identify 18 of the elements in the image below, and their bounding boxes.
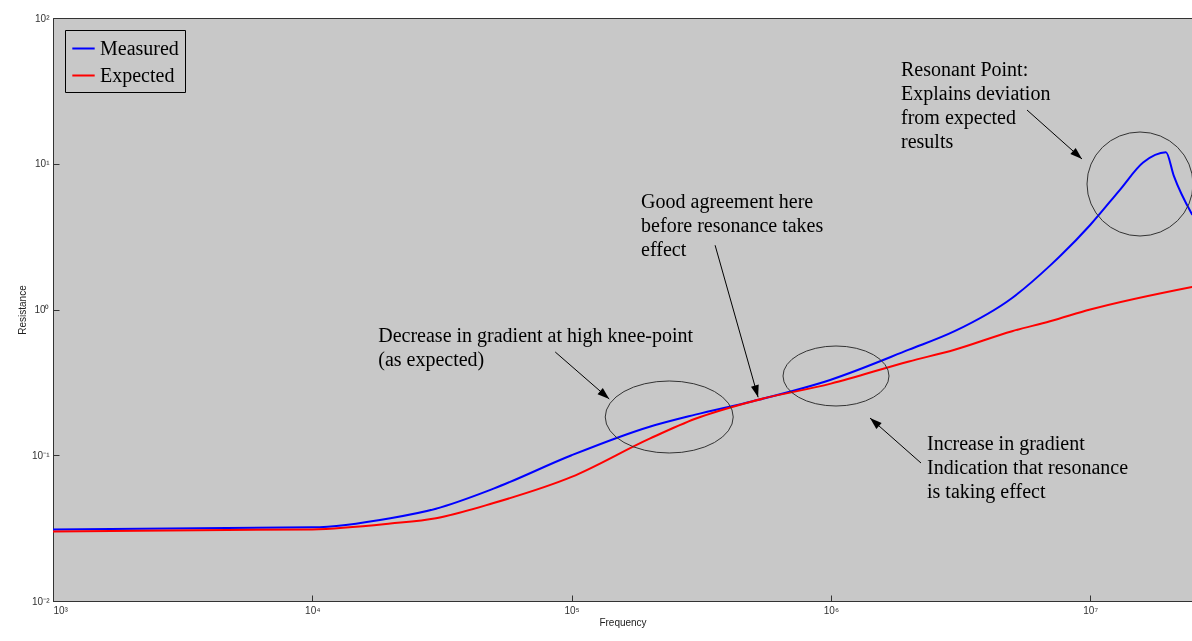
legend-label: Expected bbox=[100, 63, 175, 87]
legend-label: Measured bbox=[100, 36, 179, 59]
x-tick-label: 10³ bbox=[53, 604, 69, 616]
x-tick-label: 10⁷ bbox=[1083, 604, 1099, 616]
y-tick-label: 10⁻¹ bbox=[32, 449, 51, 461]
x-tick-label: 10⁴ bbox=[305, 604, 321, 616]
x-tick-label: 10⁵ bbox=[564, 604, 580, 616]
annotation: Resonant Point: Explains deviation from expected results bbox=[901, 58, 1051, 152]
y-tick-label: 10⁻² bbox=[32, 595, 51, 607]
annotation: Increase in gradient Indication that resonance is taking effect bbox=[927, 432, 1129, 503]
y-tick-label: 10² bbox=[35, 12, 51, 24]
x-axis-title: Frequency bbox=[599, 616, 647, 628]
annotation: Good agreement here before resonance takes effect bbox=[641, 190, 824, 261]
y-tick-label: 10¹ bbox=[35, 158, 51, 170]
y-axis-title: Resistance bbox=[17, 284, 29, 335]
y-tick-label: 10⁰ bbox=[34, 304, 50, 315]
annotation: Decrease in gradient at high knee-point (as expected) bbox=[378, 324, 694, 371]
x-tick-label: 10⁶ bbox=[823, 604, 840, 616]
